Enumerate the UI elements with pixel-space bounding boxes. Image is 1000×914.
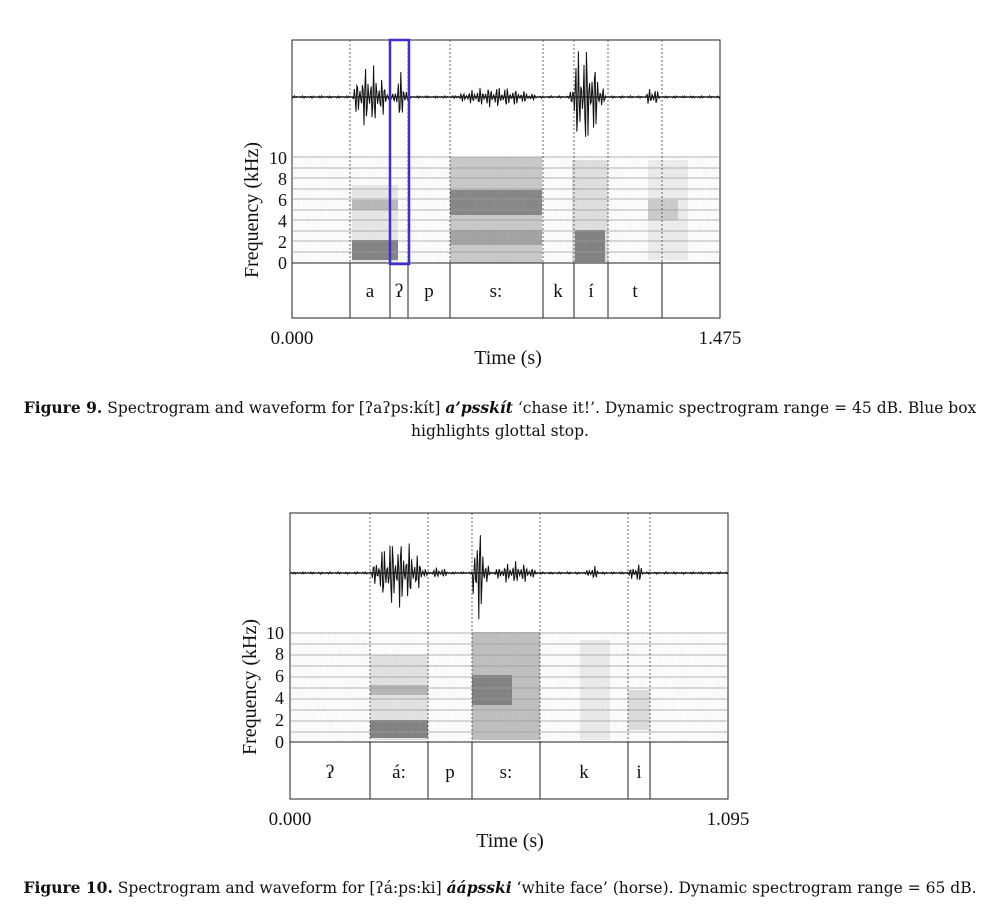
spectrogram-panel (292, 156, 720, 264)
segment-label: k (553, 281, 563, 302)
figure-9-number: Figure 9. (23, 398, 103, 417)
waveform-trace (289, 535, 728, 620)
segment-label: i (636, 762, 641, 783)
y-tick-label: 10 (266, 623, 284, 643)
x-axis-start-label: 0.000 (271, 328, 314, 349)
y-tick-label: 10 (269, 148, 287, 168)
segment-label: s: (500, 762, 513, 783)
y-tick-label: 0 (275, 732, 284, 752)
figure-10-spectrogram: ʔ á: p s: k i 0 2 4 6 8 10 Frequency (kH… (239, 512, 750, 852)
y-axis-title: Frequency (kHz) (239, 619, 261, 755)
x-axis-end-label: 1.475 (699, 328, 742, 349)
y-tick-label: 6 (275, 666, 284, 686)
y-tick-label: 8 (275, 644, 284, 664)
caption-text: Spectrogram and waveform for [ʔá:ps:ki] (112, 879, 447, 897)
glottal-stop-highlight-box (388, 38, 411, 266)
y-tick-label: 0 (278, 253, 287, 273)
x-axis-title: Time (s) (476, 830, 544, 852)
figure-10-number: Figure 10. (23, 878, 113, 897)
caption-text: Spectrogram and waveform for [ʔaʔps:kít] (102, 399, 446, 417)
orthographic-form: a’psskít (445, 398, 513, 417)
segment-label: s: (490, 281, 503, 302)
orthographic-form: áápsski (446, 878, 512, 897)
caption-text: ‘white face’ (horse). Dynamic spectrogra… (511, 879, 977, 897)
segment-label: í (588, 281, 594, 302)
y-tick-label: 8 (278, 169, 287, 189)
x-axis-title: Time (s) (474, 347, 542, 369)
segment-label: t (632, 281, 638, 302)
y-axis-title: Frequency (kHz) (241, 142, 263, 278)
segment-label: p (445, 762, 455, 783)
y-tick-label: 4 (275, 688, 284, 708)
segment-label: á: (392, 762, 406, 783)
segment-label: p (424, 281, 434, 302)
x-axis-end-label: 1.095 (707, 809, 750, 830)
y-tick-label: 4 (278, 211, 287, 231)
waveform (289, 535, 728, 620)
y-tick-label: 6 (278, 190, 287, 210)
segment-label: a (366, 281, 375, 302)
segment-label: ʔ (326, 762, 334, 783)
waveform (291, 51, 721, 137)
y-tick-label: 2 (275, 710, 284, 730)
figure-9-caption: Figure 9. Spectrogram and waveform for [… (20, 396, 980, 443)
y-axis: 0 2 4 6 8 10 Frequency (kHz) (241, 142, 287, 278)
y-tick-label: 2 (278, 232, 287, 252)
caption-text: ‘chase it!’. Dynamic spectrogram range =… (411, 399, 977, 440)
figure-10-caption: Figure 10. Spectrogram and waveform for … (20, 876, 980, 900)
spectrogram-panel (290, 632, 728, 743)
waveform-trace (291, 51, 721, 137)
segment-label: ʔ (395, 281, 403, 302)
x-axis-start-label: 0.000 (269, 809, 312, 830)
y-axis: 0 2 4 6 8 10 Frequency (kHz) (239, 619, 284, 755)
segment-label: k (579, 762, 589, 783)
figure-9-spectrogram: a ʔ p s: k í t 0 2 4 6 8 10 Frequency (k… (241, 38, 742, 369)
